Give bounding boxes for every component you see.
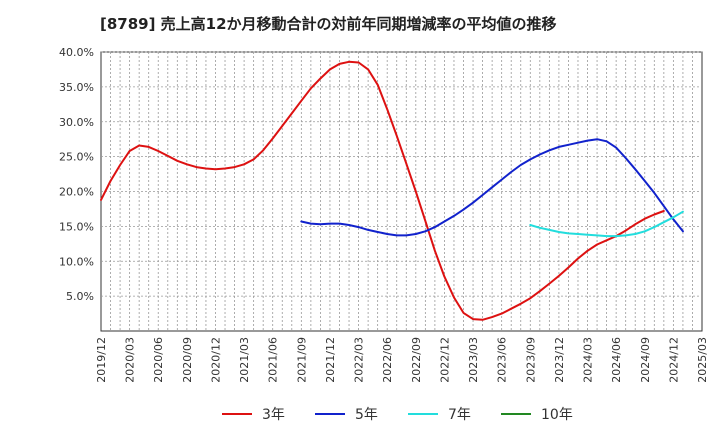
x-tick-label: 2021/06 bbox=[267, 337, 280, 383]
x-tick-label: 2023/03 bbox=[467, 337, 480, 383]
legend-label: 10年 bbox=[541, 407, 573, 423]
x-tick-label: 2024/06 bbox=[610, 337, 623, 383]
y-tick-label: 25.0% bbox=[59, 151, 94, 164]
x-tick-label: 2019/12 bbox=[95, 337, 108, 383]
legend-label: 3年 bbox=[262, 407, 285, 423]
y-tick-label: 20.0% bbox=[59, 186, 94, 199]
axis-layer: 5.0% 10.0% 15.0% 20.0% 25.0% 30.0% 35.0% 40.0% 2… bbox=[59, 46, 709, 383]
legend: 3年 5年 7年 10年 bbox=[222, 407, 573, 423]
y-tick-label: 30.0% bbox=[59, 116, 94, 129]
series-line-5年 bbox=[300, 138, 684, 237]
x-tick-label: 2020/12 bbox=[209, 337, 222, 383]
series-line-7年 bbox=[529, 210, 684, 238]
grid-layer bbox=[100, 51, 703, 332]
chart-title: [8789] 売上高12か月移動合計の対前年同期増減率の平均値の推移 bbox=[100, 15, 557, 33]
legend-label: 7年 bbox=[448, 407, 471, 423]
series-line-3年 bbox=[100, 60, 665, 321]
x-tick-label: 2021/09 bbox=[295, 337, 308, 383]
x-tick-label: 2021/03 bbox=[238, 337, 251, 383]
x-tick-label: 2021/12 bbox=[324, 337, 337, 383]
x-tick-label: 2023/09 bbox=[524, 337, 537, 383]
x-tick-label: 2024/12 bbox=[667, 337, 680, 383]
x-tick-label: 2022/03 bbox=[353, 337, 366, 383]
x-tick-label: 2020/09 bbox=[181, 337, 194, 383]
x-tick-label: 2022/12 bbox=[438, 337, 451, 383]
x-tick-label: 2024/03 bbox=[582, 337, 595, 383]
x-tick-label: 2022/09 bbox=[410, 337, 423, 383]
legend-label: 5年 bbox=[355, 407, 378, 423]
x-tick-label: 2023/12 bbox=[553, 337, 566, 383]
y-tick-label: 10.0% bbox=[59, 255, 94, 268]
x-tick-label: 2022/06 bbox=[381, 337, 394, 383]
y-tick-label: 40.0% bbox=[59, 46, 94, 59]
y-tick-label: 5.0% bbox=[66, 290, 94, 303]
x-tick-label: 2024/09 bbox=[639, 337, 652, 383]
x-tick-label: 2025/03 bbox=[696, 337, 709, 383]
x-tick-label: 2023/06 bbox=[496, 337, 509, 383]
x-tick-label: 2020/06 bbox=[152, 337, 165, 383]
y-tick-label: 15.0% bbox=[59, 220, 94, 233]
series-layer bbox=[100, 60, 684, 321]
y-tick-label: 35.0% bbox=[59, 81, 94, 94]
x-tick-label: 2020/03 bbox=[124, 337, 137, 383]
